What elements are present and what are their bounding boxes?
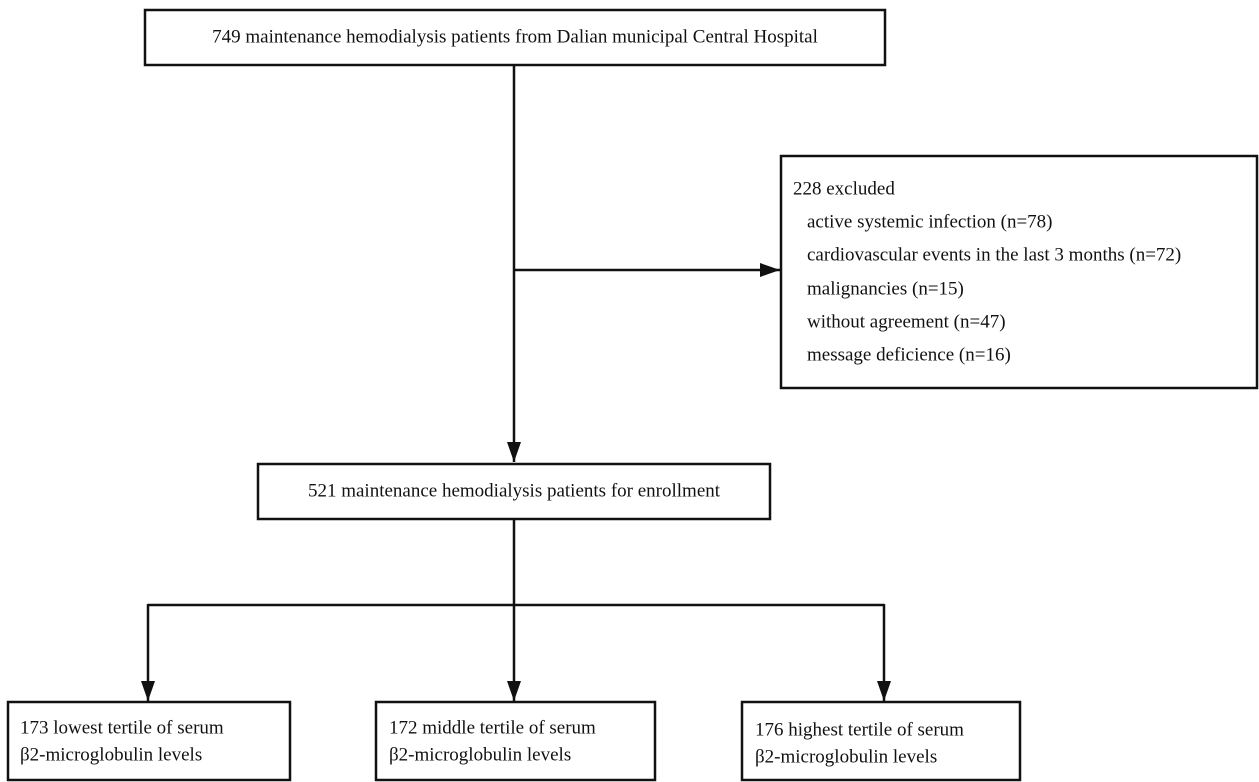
box [256,462,772,521]
node-text: 172 middle tertile of serum [389,717,596,738]
node-item: active systemic infection (n=78) [807,211,1053,232]
node-item: cardiovascular events in the last 3 mont… [807,244,1181,265]
node-text: 521 maintenance hemodialysis patients fo… [308,480,721,501]
node-text: β2-microglobulin levels [389,744,571,765]
connectors [141,66,891,701]
box [740,700,1022,782]
node-item: message deficience (n=16) [807,344,1011,365]
node-item: malignancies (n=15) [807,278,964,299]
box [374,700,657,782]
node-text: β2-microglobulin levels [20,744,202,765]
node-text: 176 highest tertile of serum [755,719,964,740]
box [143,8,887,67]
box [779,154,1259,390]
node-text: 749 maintenance hemodialysis patients fr… [212,26,818,47]
node-text: 173 lowest tertile of serum [20,717,224,738]
node-title: 228 excluded [793,178,895,199]
node-text: β2-microglobulin levels [755,746,937,767]
node-item: without agreement (n=47) [807,311,1006,332]
box [6,700,292,782]
